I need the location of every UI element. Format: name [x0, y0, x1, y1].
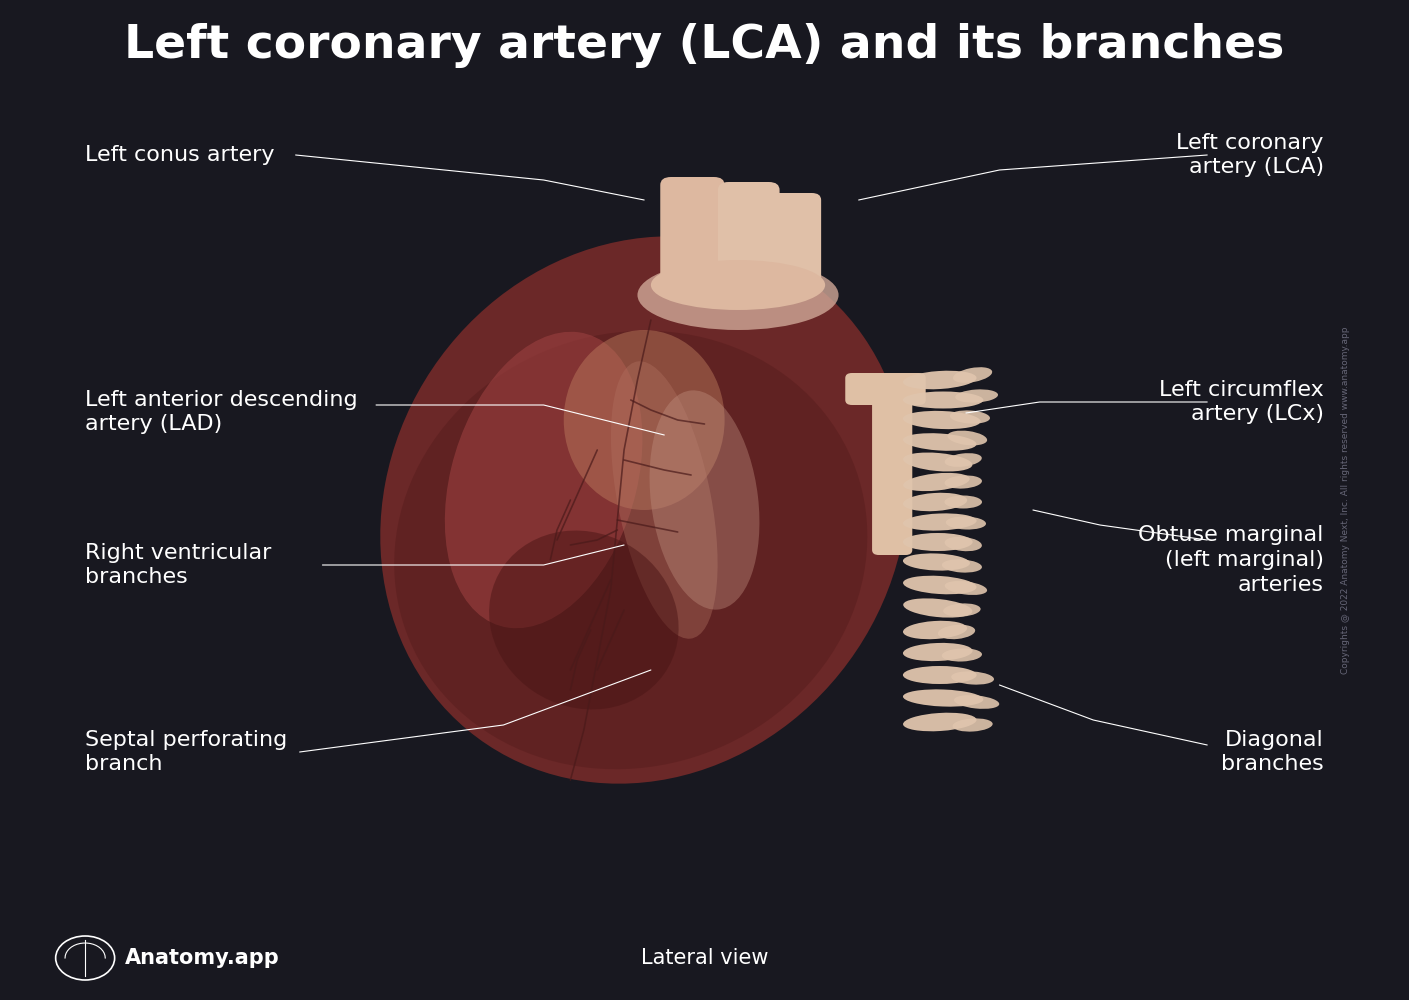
Text: Left coronary artery (LCA) and its branches: Left coronary artery (LCA) and its branc… [124, 22, 1285, 68]
FancyBboxPatch shape [845, 373, 926, 405]
FancyBboxPatch shape [872, 380, 912, 555]
Ellipse shape [903, 666, 976, 684]
Ellipse shape [944, 453, 982, 467]
Ellipse shape [489, 531, 679, 709]
Ellipse shape [943, 603, 981, 617]
Text: Diagonal
branches: Diagonal branches [1222, 730, 1324, 774]
Ellipse shape [903, 598, 972, 618]
Ellipse shape [903, 493, 967, 511]
Ellipse shape [395, 331, 868, 769]
Text: Obtuse marginal
(left marginal)
arteries: Obtuse marginal (left marginal) arteries [1138, 525, 1324, 595]
Ellipse shape [954, 695, 999, 709]
Ellipse shape [903, 513, 976, 531]
Ellipse shape [903, 411, 981, 429]
FancyBboxPatch shape [661, 177, 724, 293]
Ellipse shape [650, 390, 759, 610]
Ellipse shape [944, 537, 982, 551]
Ellipse shape [944, 475, 982, 489]
Text: Anatomy.app: Anatomy.app [125, 948, 280, 968]
Ellipse shape [951, 671, 993, 685]
Ellipse shape [651, 260, 826, 310]
Text: Copyrights @ 2022 Anatomy Next, Inc. All rights reserved www.anatomy.app: Copyrights @ 2022 Anatomy Next, Inc. All… [1341, 326, 1350, 674]
FancyBboxPatch shape [719, 182, 779, 293]
Ellipse shape [903, 553, 969, 571]
Ellipse shape [903, 371, 976, 389]
FancyBboxPatch shape [769, 193, 821, 287]
Ellipse shape [945, 516, 986, 530]
Text: Left conus artery: Left conus artery [85, 145, 275, 165]
Ellipse shape [564, 330, 724, 510]
Ellipse shape [955, 389, 998, 403]
Ellipse shape [950, 410, 991, 424]
Text: Lateral view: Lateral view [641, 948, 768, 968]
Text: Left coronary
artery (LCA): Left coronary artery (LCA) [1177, 133, 1324, 177]
Ellipse shape [941, 559, 982, 573]
Ellipse shape [903, 621, 967, 639]
Text: Right ventricular
branches: Right ventricular branches [85, 543, 272, 587]
Ellipse shape [445, 332, 643, 628]
Text: Left anterior descending
artery (LAD): Left anterior descending artery (LAD) [85, 390, 358, 434]
Ellipse shape [952, 367, 992, 383]
Ellipse shape [938, 625, 975, 639]
Ellipse shape [952, 718, 993, 732]
Ellipse shape [903, 576, 976, 594]
Ellipse shape [903, 391, 983, 408]
Ellipse shape [637, 260, 838, 330]
Ellipse shape [941, 648, 982, 662]
Ellipse shape [903, 713, 976, 731]
Ellipse shape [380, 236, 907, 784]
Ellipse shape [903, 533, 972, 551]
Ellipse shape [903, 453, 972, 471]
Ellipse shape [947, 431, 988, 445]
Ellipse shape [903, 689, 983, 707]
Ellipse shape [945, 581, 988, 595]
Ellipse shape [903, 433, 976, 451]
Ellipse shape [903, 473, 969, 491]
Ellipse shape [903, 643, 972, 661]
Text: Septal perforating
branch: Septal perforating branch [85, 730, 287, 774]
Text: Left circumflex
artery (LCx): Left circumflex artery (LCx) [1160, 380, 1324, 424]
Ellipse shape [944, 495, 982, 508]
Ellipse shape [612, 361, 717, 639]
